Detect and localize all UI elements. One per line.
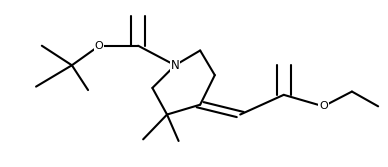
Text: N: N	[171, 59, 180, 72]
Text: O: O	[319, 101, 328, 111]
Text: O: O	[95, 41, 104, 51]
